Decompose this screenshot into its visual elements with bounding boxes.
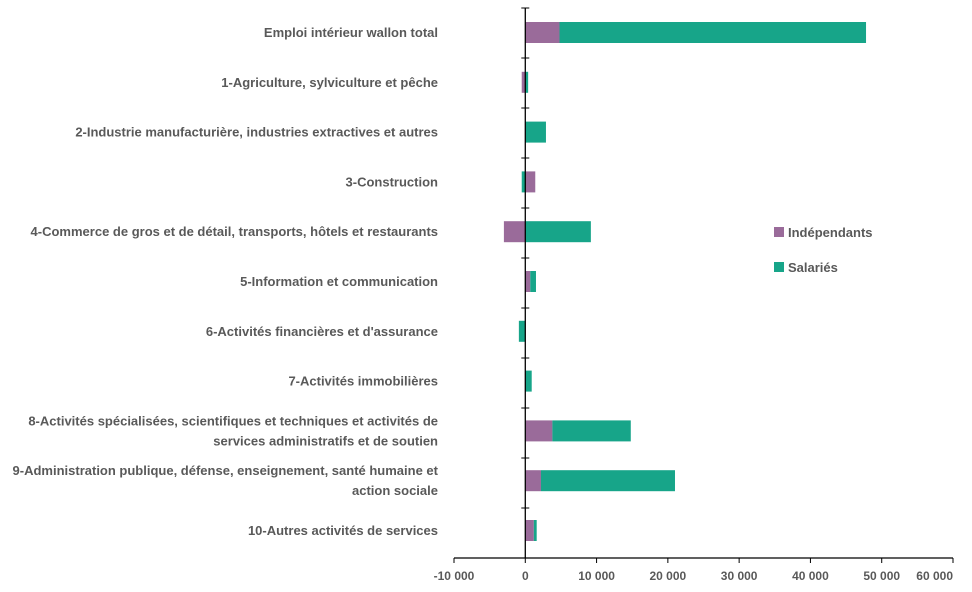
category-labels-group: Emploi intérieur wallon total 1-Agricultu… [13,25,439,538]
category-label: 5-Information et communication [240,274,438,289]
x-tick-label: 40 000 [792,569,829,583]
bar-salaries-1 [559,22,867,43]
bar-independants-2 [521,71,526,93]
category-label: Emploi intérieur wallon total [264,25,438,40]
bar-salaries-4 [521,171,526,193]
category-label: 7-Activités immobilières [288,374,438,389]
x-tick-label: 30 000 [721,569,758,583]
x-tick-label: -10 000 [434,569,475,583]
bar-salaries-2 [525,71,529,93]
axes-group [453,7,954,563]
category-label: 1-Agriculture, sylviculture et pêche [221,75,438,90]
category-label: 10-Autres activités de services [248,523,438,538]
bar-independants-9 [525,420,553,442]
bars-group [503,22,867,541]
bar-salaries-6 [530,271,536,292]
bar-salaries-7 [518,320,526,342]
category-label: 3-Construction [346,174,439,189]
category-label: 8-Activités spécialisées, scientifiques … [28,413,438,448]
category-label: 9-Administration publique, défense, ense… [13,463,439,498]
bar-independants-6 [525,271,531,292]
bar-independants-1 [525,22,560,43]
x-tick-label: 10 000 [578,569,615,583]
x-tick-label: 20 000 [650,569,687,583]
bar-salaries-5 [525,221,591,243]
x-tick-label: 50 000 [863,569,900,583]
bar-independants-5 [503,221,526,243]
legend: Indépendants Salariés [774,225,873,275]
bar-salaries-9 [552,420,631,442]
bar-salaries-11 [533,520,537,541]
category-label: 6-Activités financières et d'assurance [206,324,438,339]
legend-label-independants: Indépendants [788,225,873,240]
bar-salaries-10 [540,470,675,492]
x-tick-label: 60 000 [916,569,953,583]
x-tick-labels-group: -10 000 0 10 000 20 000 30 000 40 000 50 000 60… [434,569,954,583]
bar-salaries-8 [525,370,532,392]
legend-label-salaries: Salariés [788,260,838,275]
legend-swatch-independants [774,227,784,237]
x-tick-label: 0 [522,569,529,583]
bar-independants-4 [525,171,536,193]
bar-independants-11 [525,520,534,541]
category-label: 2-Industrie manufacturière, industries e… [75,125,438,140]
bar-independants-10 [525,470,541,492]
legend-swatch-salaries [774,262,784,272]
category-label: 4-Commerce de gros et de détail, transpo… [31,224,438,239]
bar-salaries-3 [525,121,546,143]
